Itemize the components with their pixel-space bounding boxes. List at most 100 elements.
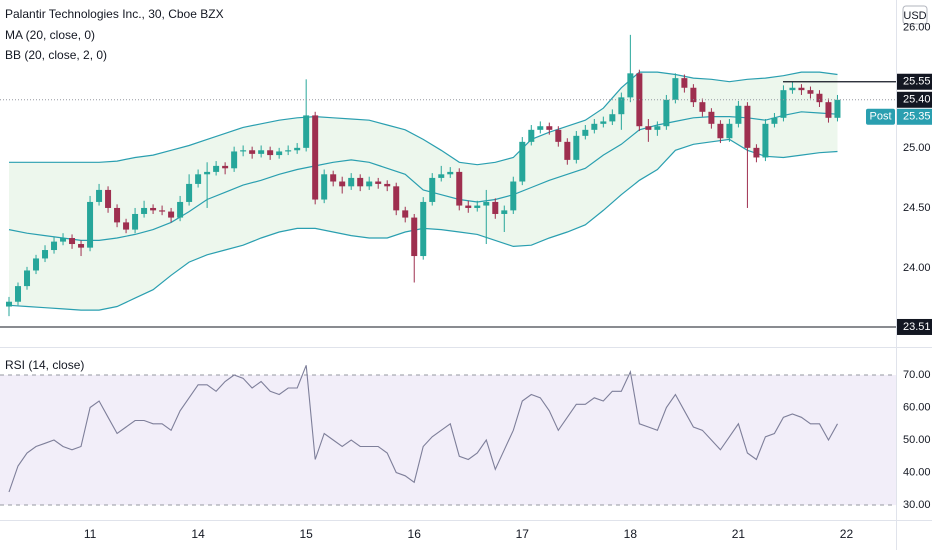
candle-body	[447, 171, 454, 175]
candle-body	[600, 121, 607, 124]
price-marker-box	[897, 73, 932, 90]
candle-body	[96, 189, 103, 202]
x-tick-label: 22	[840, 527, 854, 541]
candle-body	[834, 99, 841, 118]
y-tick-label: 60.00	[903, 401, 931, 413]
x-tick-label: 11	[84, 527, 97, 541]
currency-box[interactable]	[902, 5, 928, 25]
y-tick-label: 40.00	[903, 466, 931, 478]
candle-body	[321, 174, 328, 200]
candle-body	[348, 177, 355, 187]
candle-body	[681, 78, 688, 88]
candle-body	[87, 201, 94, 248]
price-marker-box	[897, 91, 932, 108]
y-tick-label: 70.00	[903, 369, 931, 381]
candle-body	[267, 150, 274, 156]
candle-body	[537, 126, 544, 130]
bb-upper	[9, 71, 838, 166]
candle-body	[438, 174, 445, 178]
candle-body	[186, 183, 193, 202]
candle-body	[123, 222, 130, 230]
candle-body	[78, 244, 85, 248]
candle-body	[483, 201, 490, 206]
candle-body	[213, 165, 220, 172]
session-tag: Post	[869, 111, 891, 123]
candle-body	[249, 150, 256, 154]
candle-body	[285, 150, 292, 152]
candle-body	[105, 189, 112, 208]
candle-body	[726, 123, 733, 139]
candle-body	[420, 201, 427, 257]
candle-body	[555, 129, 562, 142]
rsi-band	[0, 375, 896, 506]
candle-body	[762, 123, 769, 158]
price-marker-label: 25.40	[903, 94, 931, 106]
candle-body	[717, 123, 724, 139]
candle-body	[510, 181, 517, 211]
candle-body	[753, 147, 760, 158]
y-tick-label: 24.00	[903, 262, 931, 274]
rsi-line	[8, 365, 838, 493]
candle-body	[744, 105, 751, 148]
candle-body	[573, 135, 580, 160]
candle-body	[735, 105, 742, 124]
x-tick-label: 21	[732, 527, 746, 541]
candle-body	[816, 93, 823, 103]
candle-body	[6, 301, 13, 307]
candle-body	[159, 210, 166, 212]
candle-body	[240, 150, 247, 152]
candle-body	[807, 90, 814, 94]
candle-body	[357, 177, 364, 187]
candle-body	[132, 213, 139, 230]
candle-body	[618, 97, 625, 115]
candle-body	[195, 174, 202, 184]
x-tick-label: 18	[624, 527, 638, 541]
indicator-ma[interactable]: MA (20, close, 0)	[5, 28, 96, 42]
candle-body	[663, 99, 670, 127]
indicator-rsi[interactable]: RSI (14, close)	[5, 358, 85, 372]
price-marker-label: 25.55	[903, 76, 931, 88]
candle-body	[60, 238, 67, 242]
session-tag-box	[866, 108, 895, 125]
indicator-bb[interactable]: BB (20, close, 2, 0)	[5, 48, 108, 62]
candle-body	[15, 286, 22, 302]
price-marker-box	[897, 318, 932, 335]
candle-body	[114, 207, 121, 223]
bb-basis	[8, 111, 838, 241]
candle-body	[384, 183, 391, 187]
candle-body	[465, 205, 472, 208]
x-tick-label: 15	[299, 527, 313, 541]
candle-body	[492, 201, 499, 214]
candle-body	[519, 141, 526, 182]
candle-body	[825, 102, 832, 118]
x-tick-label: 16	[408, 527, 422, 541]
candle-body	[393, 186, 400, 211]
y-tick-label: 50.00	[903, 434, 931, 446]
candle-body	[546, 126, 553, 130]
candle-body	[33, 258, 40, 271]
candle-body	[312, 115, 319, 200]
candle-body	[591, 123, 598, 130]
symbol-title[interactable]: Palantir Technologies Inc., 30, Cboe BZX	[5, 7, 224, 21]
candle-body	[339, 181, 346, 187]
price-marker-box	[897, 108, 932, 125]
candle-body	[627, 73, 634, 98]
candle-body	[330, 174, 337, 182]
candle-body	[402, 210, 409, 218]
currency: USD	[903, 10, 926, 22]
price-marker-label: 23.51	[903, 321, 931, 333]
candle-body	[501, 210, 508, 214]
candle-body	[141, 207, 148, 214]
price-marker-label: 25.35	[903, 111, 931, 123]
candle-body	[51, 241, 58, 251]
candle-body	[69, 238, 76, 245]
candle-body	[231, 151, 238, 169]
y-tick-label: 25.00	[903, 142, 931, 154]
candle-body	[474, 205, 481, 208]
candle-body	[654, 126, 661, 130]
candle-body	[294, 147, 301, 151]
candle-body	[42, 250, 49, 259]
candle-body	[609, 114, 616, 122]
candle-body	[366, 181, 373, 187]
